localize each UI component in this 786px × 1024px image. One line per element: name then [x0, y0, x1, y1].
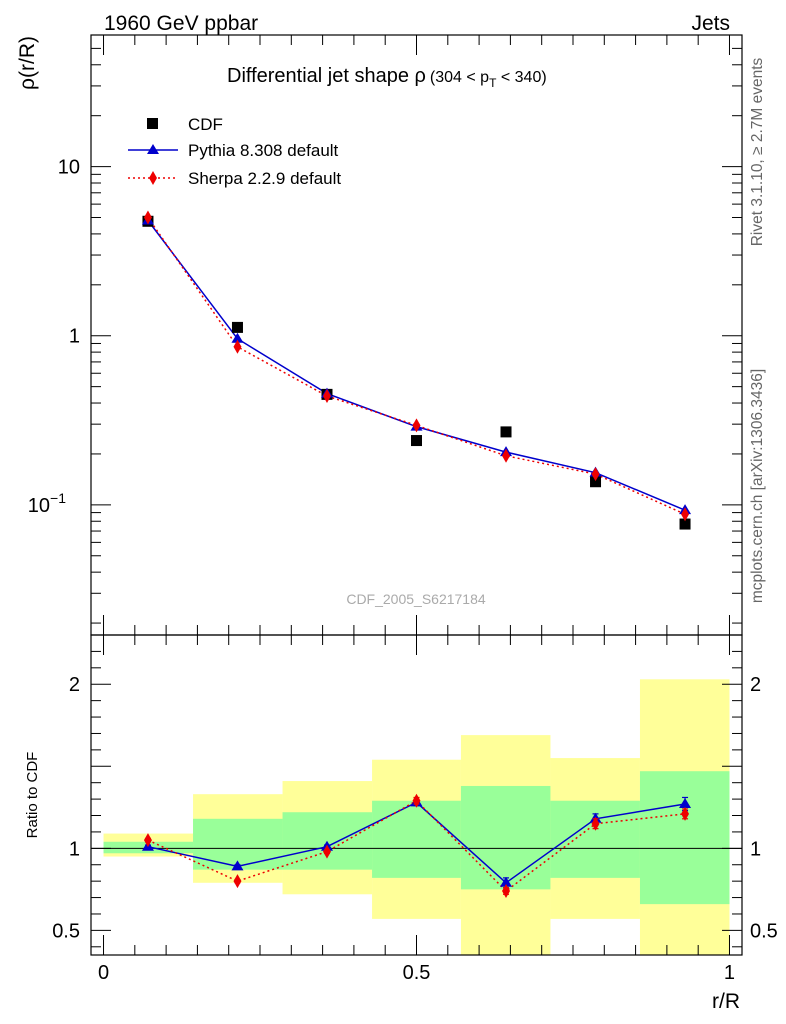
ratio-y-tick-label-right: 0.5 [750, 920, 778, 942]
ratio-axis-ticks [91, 635, 742, 955]
main-data-point-cdf [590, 476, 602, 488]
main-axis-ticks [91, 34, 742, 635]
main-title: Differential jet shape ρ (304 < pT < 340) [227, 65, 547, 90]
main-title-text: Differential jet shape ρ [227, 65, 426, 87]
main-data-point-sherpa [412, 418, 421, 433]
main-y-tick-label: 1 [69, 326, 80, 348]
ratio-y-tick-label-right: 2 [750, 674, 761, 696]
main-data-point-cdf [500, 426, 512, 438]
ratio-data-point-pythia [500, 876, 513, 887]
header-energy-label: 1960 GeV ppbar [104, 12, 258, 35]
ratio-data-point-sherpa [233, 874, 242, 889]
legend-pythia-label: Pythia 8.308 default [188, 141, 339, 160]
ratio-uncertainty-bands [103, 679, 730, 955]
main-line-triangle [147, 220, 686, 511]
main-y-tick-label: 10 [58, 157, 80, 179]
legend-cdf-label: CDF [188, 115, 223, 134]
x-tick-label: 0 [98, 962, 109, 984]
x-axis-label: r/R [712, 990, 740, 1013]
main-y-axis-label: ρ(r/R) [16, 36, 39, 90]
ratio-y-tick-label-left: 1 [69, 838, 80, 860]
main-data-point-pythia [231, 332, 244, 343]
main-y-tick-label-exponent: −1 [50, 490, 66, 506]
main-title-range-end: < 340) [496, 69, 546, 86]
main-data-point-cdf [679, 518, 691, 530]
x-tick-label: 0.5 [403, 962, 431, 984]
ratio-y-tick-label-left: 0.5 [52, 920, 80, 942]
x-tick-label: 1 [724, 962, 735, 984]
rivet-version-label: Rivet 3.1.10, ≥ 2.7M events [749, 57, 766, 246]
main-title-range-subscript: T [489, 76, 497, 90]
main-data-point-sherpa [681, 507, 690, 522]
ratio-data-point-pythia [231, 860, 244, 871]
main-y-tick-labels: 10 1 10−1 [28, 157, 80, 517]
main-data-point-sherpa [322, 389, 331, 404]
legend: CDF Pythia 8.308 default Sherpa 2.2.9 de… [128, 115, 341, 188]
ratio-series [141, 793, 692, 898]
ratio-y-tick-label-right: 1 [750, 838, 761, 860]
main-series [141, 210, 692, 530]
ratio-y-tick-label-left: 2 [69, 674, 80, 696]
ratio-band-green [639, 771, 730, 905]
header-jets-label: Jets [691, 12, 730, 35]
legend-sherpa-marker [149, 171, 157, 185]
ratio-data-point-sherpa [502, 884, 511, 898]
ratio-data-point-sherpa [412, 793, 421, 808]
main-data-point-cdf [231, 321, 243, 333]
main-panel: 10 1 10−1 ρ(r/R) Differential jet shape ρ(… [16, 34, 743, 636]
mcplots-source-label: mcplots.cern.ch [arXiv:1306.3436] [749, 369, 766, 603]
main-line-diamond [147, 217, 686, 515]
ratio-band-green [550, 800, 640, 878]
ratio-band-green [372, 800, 461, 878]
legend-cdf-marker [147, 118, 158, 129]
ratio-tick-labels: 2 2 1 1 0.5 0.5 0 0.5 1 [52, 674, 778, 984]
ratio-data-point-sherpa [681, 806, 690, 821]
main-data-point-sherpa [502, 448, 511, 463]
legend-pythia-marker [147, 144, 159, 154]
main-data-point-cdf [411, 435, 422, 447]
ratio-data-point-pythia [679, 798, 692, 809]
ratio-data-point-sherpa [322, 844, 331, 859]
ratio-panel: 2 2 1 1 0.5 0.5 0 0.5 1 Ratio to CDF r/R [24, 634, 778, 1013]
ratio-y-axis-label: Ratio to CDF [24, 752, 41, 839]
ratio-band-green [282, 812, 373, 870]
main-data-point-sherpa [591, 467, 600, 482]
main-data-point-sherpa [233, 339, 242, 354]
main-data-point-sherpa [143, 210, 152, 225]
legend-sherpa-label: Sherpa 2.2.9 default [188, 169, 341, 188]
analysis-watermark: CDF_2005_S6217184 [346, 591, 486, 607]
main-y-tick-label: 10−1 [28, 490, 66, 517]
ratio-data-point-sherpa [591, 816, 600, 831]
ratio-band-green [460, 785, 551, 890]
main-title-range: (304 < p [430, 69, 489, 86]
ratio-data-point-sherpa [143, 833, 152, 848]
